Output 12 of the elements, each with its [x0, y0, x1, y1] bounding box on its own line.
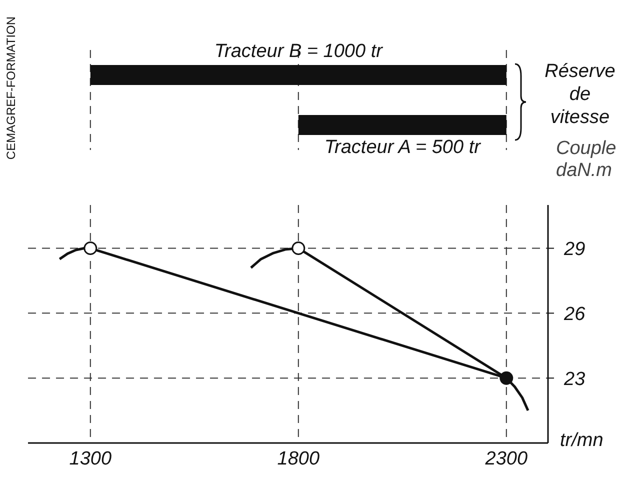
- y-tick-label: 26: [563, 304, 586, 325]
- data-label: Tracteur A = 500 tr: [324, 137, 482, 158]
- y-tick-label: 29: [563, 239, 586, 260]
- x-tick-label: 1300: [69, 448, 112, 470]
- x-axis-title: tr/mn: [560, 430, 604, 452]
- y-axis-title: Couple daN.m: [556, 138, 618, 182]
- text: Réserve de vitesse: [544, 60, 616, 129]
- data-label: Tracteur B = 1000 tr: [214, 41, 384, 62]
- text: CEMAGREF-FORMATION: [4, 15, 19, 162]
- y-tick-label: 23: [563, 368, 586, 390]
- x-tick-label: 1800: [277, 448, 320, 470]
- x-tick-label: 2300: [484, 448, 528, 470]
